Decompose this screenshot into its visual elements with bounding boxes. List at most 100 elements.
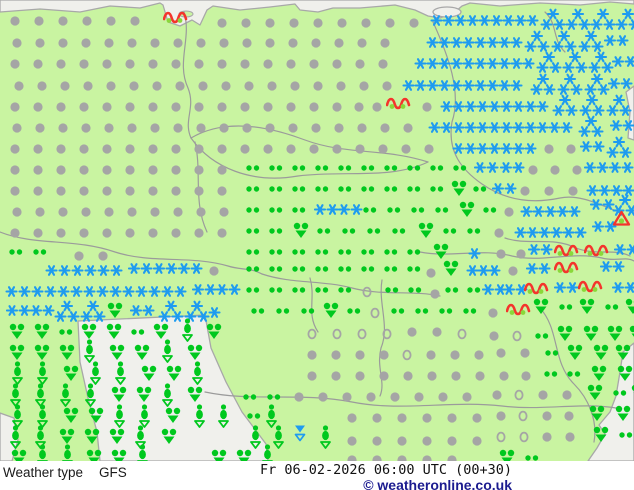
sym-partly-cloudy-icon bbox=[305, 327, 319, 341]
sym-cloudy-icon bbox=[219, 79, 233, 93]
sym-cloudy-icon bbox=[309, 121, 323, 135]
sym-rain-shower-icon bbox=[210, 449, 228, 461]
sym-drizzle-icon bbox=[268, 285, 284, 295]
sym-cloudy-icon bbox=[12, 79, 26, 93]
sym-cloudy-icon bbox=[401, 121, 415, 135]
sym-cloudy-icon bbox=[430, 325, 444, 339]
sym-partly-cloudy-icon bbox=[368, 306, 382, 320]
sym-cloudy-icon bbox=[470, 434, 484, 448]
sym-drizzle-icon bbox=[275, 306, 291, 316]
sym-cloudy-icon bbox=[72, 249, 86, 263]
sym-cloudy-icon bbox=[123, 184, 137, 198]
sym-cloudy-icon bbox=[192, 57, 206, 71]
sym-snow-heavy-icon bbox=[54, 300, 80, 323]
sym-rain-shower-icon bbox=[450, 180, 468, 197]
sym-cloudy-icon bbox=[424, 348, 438, 362]
sym-cloudy-icon bbox=[56, 205, 70, 219]
sym-heavy-shower-icon bbox=[58, 383, 73, 407]
sym-snow-icon bbox=[464, 100, 477, 113]
sym-cloudy-icon bbox=[494, 409, 508, 423]
sym-snow-icon bbox=[414, 79, 427, 92]
sym-drizzle-icon bbox=[383, 247, 399, 257]
sym-cloudy-icon bbox=[150, 79, 164, 93]
sym-heavy-shower-icon bbox=[264, 404, 279, 428]
sym-cloudy-icon bbox=[364, 390, 378, 404]
sym-snow-icon bbox=[468, 247, 481, 260]
sym-snow-icon bbox=[510, 79, 523, 92]
sym-heavy-shower-icon bbox=[8, 383, 23, 407]
sym-cloudy-icon bbox=[33, 205, 47, 219]
sym-rain-shower-icon bbox=[442, 260, 460, 277]
sym-cloudy-icon bbox=[261, 142, 275, 156]
sym-cloudy-icon bbox=[519, 369, 533, 383]
sym-rain-shower-icon bbox=[105, 323, 123, 340]
sym-snow-icon bbox=[477, 264, 490, 277]
sym-drizzle-icon bbox=[466, 285, 482, 295]
sym-snow-moderate-icon bbox=[607, 77, 633, 90]
sym-snow-moderate-icon bbox=[611, 55, 634, 68]
sym-snow-icon bbox=[57, 285, 70, 298]
sym-cloudy-icon bbox=[570, 163, 584, 177]
sym-freezing-rain-icon bbox=[553, 241, 579, 257]
sym-snow-icon bbox=[438, 36, 451, 49]
sym-cloudy-icon bbox=[307, 100, 321, 114]
sym-snow-icon bbox=[440, 100, 453, 113]
sym-cloudy-icon bbox=[352, 100, 366, 114]
sym-cloudy-icon bbox=[77, 100, 91, 114]
sym-drizzle-icon bbox=[391, 226, 407, 236]
sym-drizzle-icon bbox=[314, 285, 330, 295]
sym-cloudy-icon bbox=[123, 100, 137, 114]
sym-cloudy-icon bbox=[518, 184, 532, 198]
sym-drizzle-icon bbox=[346, 306, 362, 316]
sym-cloudy-icon bbox=[284, 57, 298, 71]
sym-cloudy-icon bbox=[399, 142, 413, 156]
sym-cloudy-icon bbox=[316, 390, 330, 404]
sym-cloudy-icon bbox=[378, 36, 392, 50]
sym-cloudy-icon bbox=[359, 16, 373, 30]
sym-snow-icon bbox=[110, 264, 123, 277]
sym-cloudy-icon bbox=[77, 142, 91, 156]
sym-snow-heavy-icon bbox=[551, 30, 577, 53]
sym-cloudy-icon bbox=[329, 369, 343, 383]
sym-cloudy-icon bbox=[345, 434, 359, 448]
sym-cloudy-icon bbox=[518, 346, 532, 360]
sym-cloudy-icon bbox=[33, 36, 47, 50]
sym-cloudy-icon bbox=[487, 329, 501, 343]
sym-snow-icon bbox=[488, 264, 501, 277]
sym-cloudy-icon bbox=[79, 121, 93, 135]
sym-snow-icon bbox=[514, 14, 527, 27]
sym-drizzle-icon bbox=[362, 205, 378, 215]
sym-sleet-shower-icon bbox=[293, 424, 307, 442]
sym-cloudy-icon bbox=[560, 388, 574, 402]
sym-partly-cloudy-icon bbox=[380, 327, 394, 341]
sym-snow-icon bbox=[426, 57, 439, 70]
sym-cloudy-icon bbox=[240, 121, 254, 135]
sym-snow-icon bbox=[462, 79, 475, 92]
sym-cloudy-icon bbox=[100, 226, 114, 240]
sym-cloudy-icon bbox=[8, 142, 22, 156]
sym-snow-moderate-icon bbox=[502, 283, 528, 296]
sym-drizzle-icon bbox=[524, 453, 540, 461]
sym-heavy-shower-icon bbox=[180, 318, 195, 342]
sym-drizzle-icon bbox=[429, 184, 445, 194]
sym-cloudy-icon bbox=[263, 16, 277, 30]
sym-cloudy-icon bbox=[353, 142, 367, 156]
sym-snow-icon bbox=[598, 184, 611, 197]
forecast-map[interactable] bbox=[0, 0, 634, 461]
sym-cloudy-icon bbox=[169, 184, 183, 198]
sym-cloudy-icon bbox=[562, 409, 576, 423]
sym-snow-icon bbox=[574, 226, 587, 239]
sym-snow-moderate-icon bbox=[5, 304, 31, 317]
sym-cloudy-icon bbox=[370, 411, 384, 425]
sym-cloudy-icon bbox=[420, 100, 434, 114]
sym-snow-moderate-icon bbox=[527, 243, 553, 256]
sym-snow-icon bbox=[486, 79, 499, 92]
sym-cloudy-icon bbox=[497, 369, 511, 383]
sym-drizzle-icon bbox=[245, 226, 261, 236]
sym-snow-icon bbox=[474, 79, 487, 92]
sym-snow-icon bbox=[548, 121, 561, 134]
sym-snow-icon bbox=[536, 100, 549, 113]
sym-snow-icon bbox=[44, 285, 57, 298]
sym-cloudy-icon bbox=[286, 36, 300, 50]
product-name: Weather type bbox=[3, 465, 84, 480]
